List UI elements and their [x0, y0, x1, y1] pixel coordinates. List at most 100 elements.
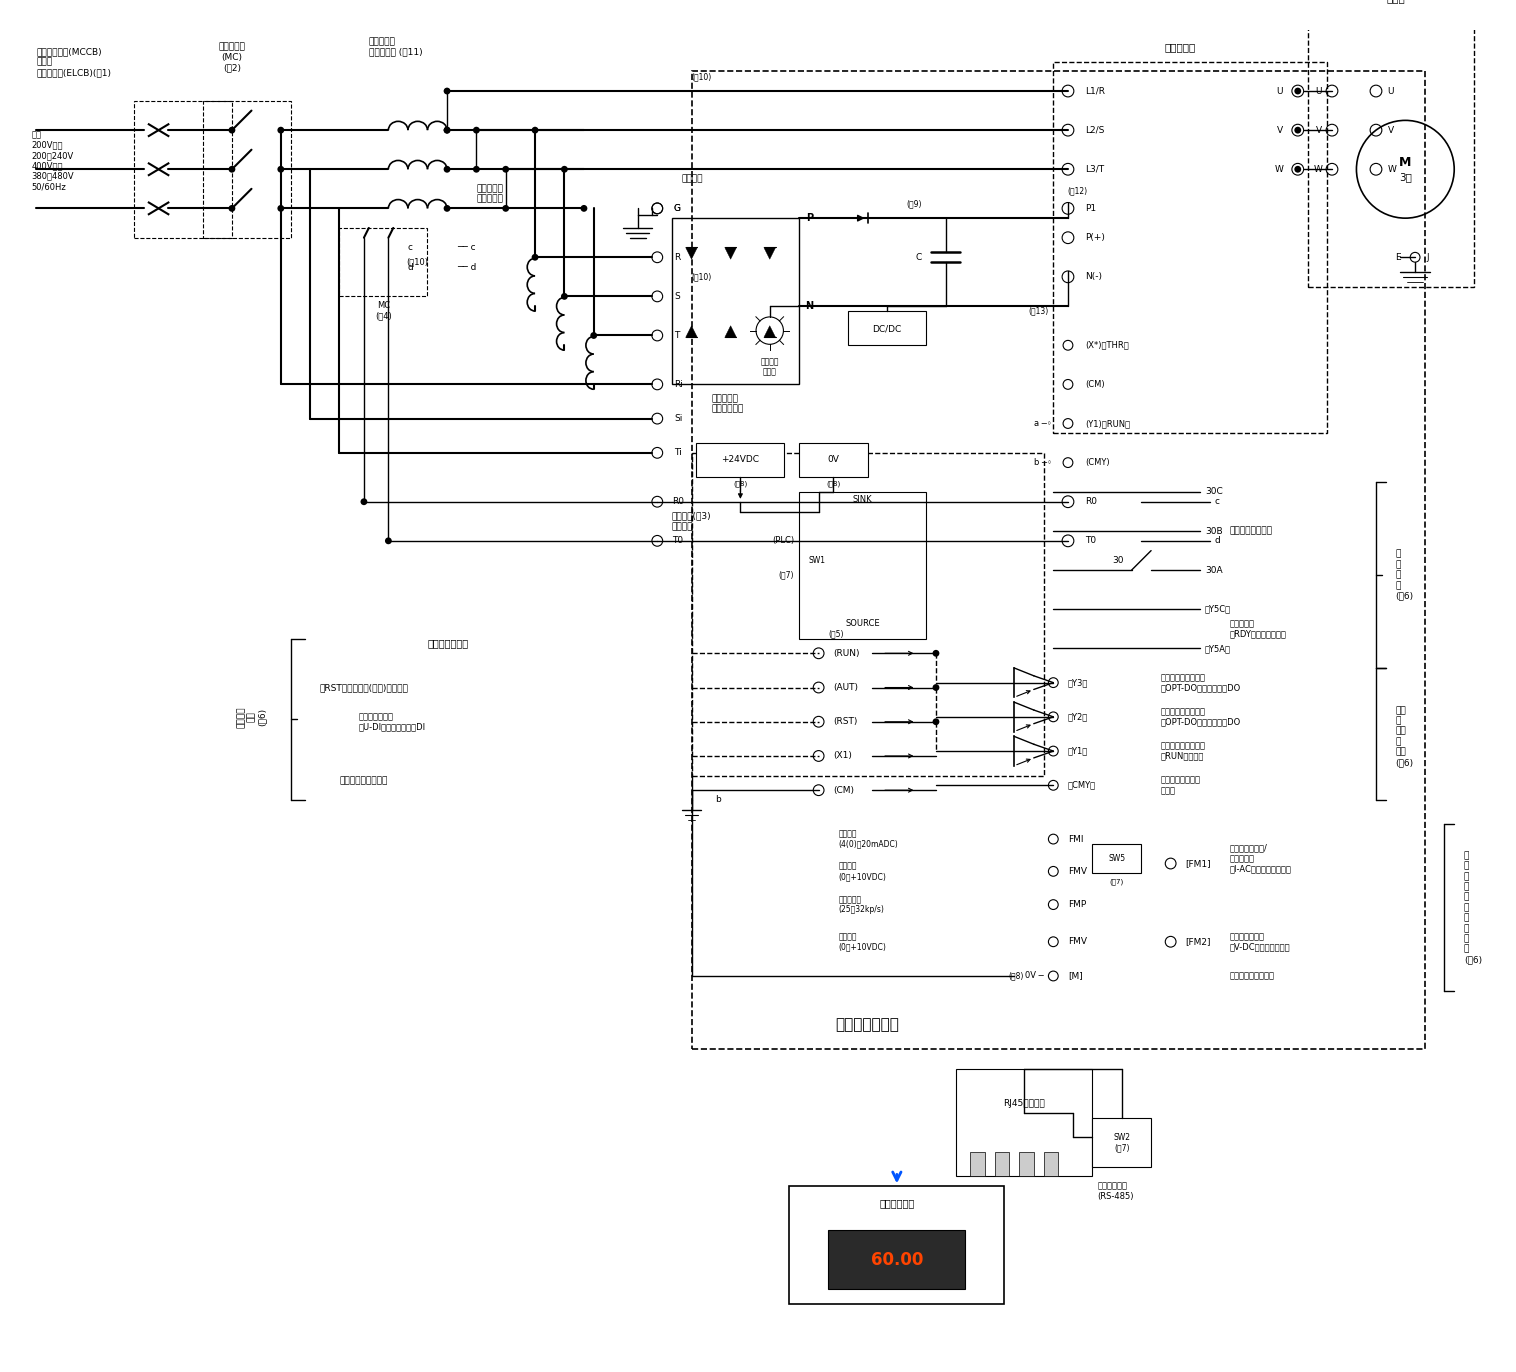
Bar [691, 453, 1043, 775]
Text: SINK: SINK [854, 495, 872, 505]
Text: U: U [1316, 86, 1322, 96]
Text: (注8): (注8) [734, 480, 747, 487]
Text: R0: R0 [1085, 497, 1098, 506]
Text: 接地端子: 接地端子 [682, 174, 703, 184]
Circle shape [1295, 166, 1301, 173]
Text: (CM): (CM) [1085, 380, 1105, 388]
Text: 電圧出力
(0～+10VDC): 電圧出力 (0～+10VDC) [838, 932, 885, 951]
Polygon shape [685, 325, 697, 338]
Text: タッチパネル: タッチパネル [879, 1198, 914, 1207]
Text: 電源
200V系列
200～240V
400V系列
380～480V
50/60Hz: 電源 200V系列 200～240V 400V系列 380～480V 50/60… [32, 130, 74, 191]
Bar [790, 1187, 1005, 1303]
Text: SW5: SW5 [1108, 855, 1125, 863]
Circle shape [932, 650, 940, 657]
Text: R0: R0 [672, 497, 684, 506]
Text: FMV: FMV [1067, 867, 1087, 875]
Circle shape [444, 166, 450, 173]
Text: 3～: 3～ [1399, 172, 1411, 182]
Text: (注10): (注10) [691, 272, 711, 281]
Text: チャージ
ランプ: チャージ ランプ [761, 357, 779, 376]
Circle shape [932, 719, 940, 726]
Text: 30C: 30C [1205, 487, 1222, 497]
Text: (CM): (CM) [834, 786, 855, 794]
Text: V: V [1316, 126, 1322, 134]
Text: 30: 30 [1111, 556, 1123, 565]
Text: [FM2]: [FM2] [1186, 937, 1211, 947]
Bar [1054, 62, 1326, 434]
Circle shape [473, 126, 479, 133]
Text: 30A: 30A [1205, 565, 1222, 575]
Text: G: G [675, 204, 681, 213]
Text: L1/R: L1/R [1085, 86, 1105, 96]
Text: c: c [408, 243, 412, 252]
Text: (注7): (注7) [1110, 878, 1123, 885]
Text: デジタル入力１
【U-DI】ユニバーサルDI: デジタル入力１ 【U-DI】ユニバーサルDI [359, 712, 426, 731]
Text: (注9): (注9) [907, 199, 922, 209]
Bar [696, 443, 784, 477]
Text: (注12): (注12) [1067, 187, 1088, 195]
Text: Si: Si [675, 414, 682, 423]
Text: P: P [807, 213, 814, 224]
Text: SOURCE: SOURCE [846, 619, 879, 628]
Text: L2/S: L2/S [1085, 126, 1105, 134]
Bar [691, 71, 1425, 1050]
Text: 〈CMY〉: 〈CMY〉 [1067, 781, 1096, 790]
Text: (CMY): (CMY) [1085, 458, 1110, 466]
Text: トランジスタ出力１
【RUN】運転中: トランジスタ出力１ 【RUN】運転中 [1161, 741, 1205, 761]
Bar [799, 493, 926, 638]
Text: (X*)【THR】: (X*)【THR】 [1085, 340, 1129, 350]
Text: b: b [716, 796, 720, 804]
Polygon shape [685, 247, 697, 259]
Text: V: V [1387, 126, 1393, 134]
Circle shape [385, 538, 391, 545]
Text: E: E [1395, 252, 1401, 262]
Text: +24VDC: +24VDC [722, 456, 760, 464]
Circle shape [277, 126, 283, 133]
Circle shape [1295, 126, 1301, 133]
Bar [1093, 844, 1142, 874]
Circle shape [561, 166, 568, 173]
Text: Ri: Ri [675, 380, 682, 388]
Circle shape [532, 254, 538, 261]
Text: Ti: Ti [675, 449, 682, 457]
Text: c: c [1214, 497, 1220, 506]
Text: [M]: [M] [1067, 971, 1082, 981]
Text: (RST): (RST) [834, 718, 858, 726]
Bar [799, 443, 867, 477]
Text: W: W [1313, 165, 1322, 174]
Bar [133, 100, 232, 237]
Text: モータ: モータ [1386, 0, 1405, 3]
Text: L3/T: L3/T [1085, 165, 1105, 174]
Text: M: M [1399, 156, 1411, 169]
Text: 〈Y3〉: 〈Y3〉 [1067, 678, 1088, 687]
Circle shape [229, 204, 235, 211]
Polygon shape [725, 325, 737, 338]
Circle shape [532, 126, 538, 133]
Circle shape [932, 685, 940, 691]
Text: b ─◦: b ─◦ [1034, 458, 1052, 466]
Circle shape [473, 166, 479, 173]
Bar [1043, 1152, 1058, 1176]
Circle shape [1357, 121, 1454, 218]
Text: (Y1)【RUN】: (Y1)【RUN】 [1085, 418, 1131, 428]
Text: V: V [1276, 126, 1283, 134]
Circle shape [444, 126, 450, 133]
Text: アナログ出力１/
パルス出力
【I-AC】入力電流実効値: アナログ出力１/ パルス出力 【I-AC】入力電流実効値 [1229, 844, 1292, 874]
Text: 〈Y1〉: 〈Y1〉 [1067, 746, 1088, 756]
Text: トラ
ン
ジス
タ
出力
(注6): トラ ン ジス タ 出力 (注6) [1396, 707, 1414, 767]
Text: MC
(注4): MC (注4) [374, 302, 391, 321]
Text: (注8): (注8) [826, 480, 840, 487]
Bar [955, 1069, 1093, 1176]
Text: (注7): (注7) [779, 571, 794, 579]
Circle shape [502, 204, 509, 211]
Text: (RUN): (RUN) [834, 649, 860, 657]
Text: 電流抑制用
リアクトル: 電流抑制用 リアクトル [476, 184, 503, 203]
Text: 回生コンバータ: 回生コンバータ [835, 1018, 899, 1032]
Text: N: N [805, 302, 814, 311]
Text: トランジスタ出力
コモン: トランジスタ出力 コモン [1161, 775, 1201, 794]
Circle shape [502, 166, 509, 173]
Text: SW2
(注7): SW2 (注7) [1113, 1132, 1131, 1152]
Text: ア
ナ
ロ
グ
・
パ
ル
ス
出
力
(注6): ア ナ ロ グ ・ パ ル ス 出 力 (注6) [1464, 851, 1483, 965]
Text: 電流出力
(4(0)～20mADC): 電流出力 (4(0)～20mADC) [838, 830, 897, 849]
Polygon shape [764, 325, 776, 338]
